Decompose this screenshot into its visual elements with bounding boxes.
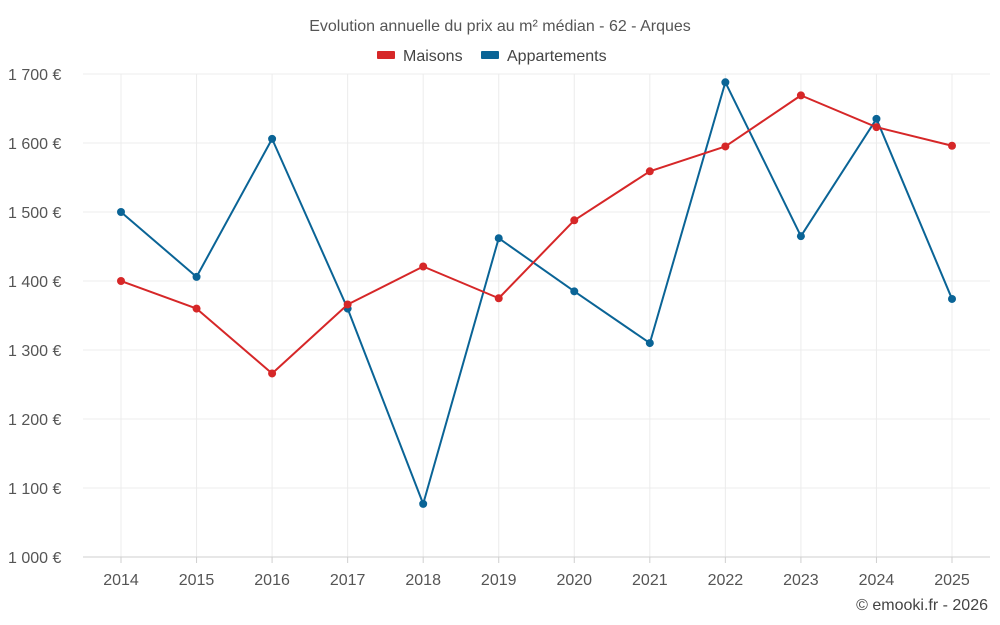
data-point-maisons-2016[interactable] [268, 369, 277, 378]
x-tick-label-2016: 2016 [254, 572, 290, 589]
data-point-maisons-2018[interactable] [419, 262, 428, 271]
x-tick-label-2017: 2017 [330, 572, 366, 589]
y-tick-label-1300: 1 300 € [8, 343, 61, 360]
x-tick-label-2021: 2021 [632, 572, 668, 589]
series-line-appartements [120, 81, 953, 505]
data-point-maisons-2022[interactable] [721, 142, 730, 151]
x-tick-label-2025: 2025 [934, 572, 970, 589]
data-point-appartements-2015[interactable] [192, 272, 201, 281]
y-axis: 1 000 € 1 100 € 1 200 € 1 300 € 1 400 € 1 500… [8, 67, 990, 567]
data-point-maisons-2014[interactable] [117, 277, 125, 285]
series-maisons [117, 91, 956, 378]
data-point-maisons-2019[interactable] [494, 294, 503, 303]
data-point-maisons-2021[interactable] [645, 167, 654, 176]
data-point-appartements-2023[interactable] [796, 232, 805, 241]
data-point-appartements-2014[interactable] [117, 208, 125, 216]
x-tick-label-2020: 2020 [556, 572, 592, 589]
x-tick-label-2023: 2023 [783, 572, 819, 589]
y-tick-label-1000: 1 000 € [8, 550, 61, 567]
x-tick-label-2018: 2018 [405, 572, 441, 589]
x-tick-label-2015: 2015 [179, 572, 215, 589]
data-point-maisons-2017[interactable] [343, 300, 352, 309]
series-line-maisons [120, 94, 953, 375]
series-appartements [117, 78, 956, 508]
chart-title: Evolution annuelle du prix au m² médian … [309, 18, 691, 35]
legend-swatch-appartements [481, 51, 499, 59]
y-tick-label-1600: 1 600 € [8, 136, 61, 153]
data-point-appartements-2024[interactable] [872, 114, 881, 123]
gridlines [83, 73, 990, 557]
data-point-maisons-2023[interactable] [796, 91, 805, 100]
x-tick-label-2024: 2024 [859, 572, 895, 589]
series-group [117, 78, 956, 508]
data-point-maisons-2015[interactable] [192, 304, 201, 313]
data-point-appartements-2020[interactable] [570, 287, 579, 296]
legend: Maisons Appartements [377, 48, 607, 65]
data-point-appartements-2018[interactable] [419, 499, 428, 508]
data-point-appartements-2019[interactable] [494, 234, 503, 243]
legend-item-maisons[interactable]: Maisons [377, 48, 463, 65]
legend-label-appartements: Appartements [507, 48, 607, 65]
data-point-appartements-2025[interactable] [948, 294, 956, 303]
y-tick-label-1100: 1 100 € [8, 481, 61, 498]
x-axis: 2014 2015 2016 2017 2018 2019 2020 2021 2022 2023… [103, 557, 970, 589]
data-point-appartements-2021[interactable] [645, 339, 654, 348]
data-point-maisons-2025[interactable] [948, 141, 956, 150]
y-tick-label-1500: 1 500 € [8, 205, 61, 222]
data-point-appartements-2016[interactable] [268, 134, 277, 143]
y-tick-label-1200: 1 200 € [8, 412, 61, 429]
data-point-appartements-2022[interactable] [721, 78, 730, 87]
legend-item-appartements[interactable]: Appartements [481, 48, 607, 65]
x-tick-label-2022: 2022 [708, 572, 744, 589]
legend-label-maisons: Maisons [403, 48, 463, 65]
credit-text: © emooki.fr - 2026 [856, 597, 988, 614]
data-point-maisons-2020[interactable] [570, 216, 579, 225]
y-tick-label-1400: 1 400 € [8, 274, 61, 291]
data-point-maisons-2024[interactable] [872, 123, 881, 132]
y-tick-label-1700: 1 700 € [8, 67, 61, 84]
x-tick-label-2014: 2014 [103, 572, 139, 589]
x-tick-label-2019: 2019 [481, 572, 517, 589]
legend-swatch-maisons [377, 51, 395, 59]
